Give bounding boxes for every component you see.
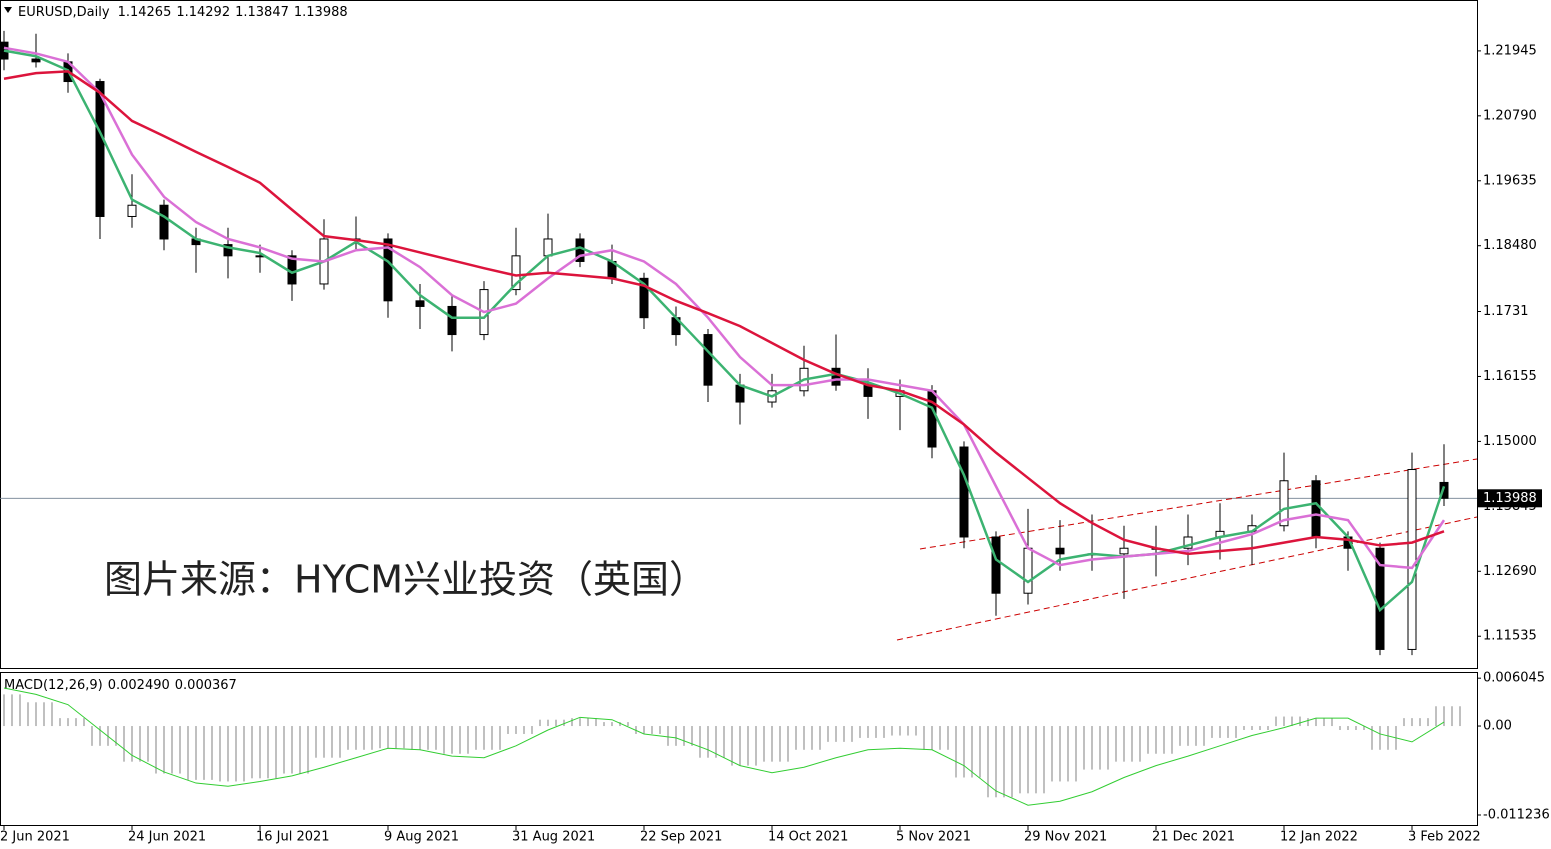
candle-body [223, 244, 233, 257]
candle-body [415, 300, 425, 307]
x-tick-label: 31 Aug 2021 [512, 830, 595, 845]
channel-line [896, 516, 1478, 641]
x-tick-label: 29 Nov 2021 [1024, 830, 1107, 845]
x-tick-label: 14 Oct 2021 [768, 830, 848, 845]
header-value: 1.14292 [176, 5, 230, 20]
header-value: 1.13847 [235, 5, 289, 20]
candle-body [1279, 480, 1289, 527]
header-value: 1.14265 [118, 5, 172, 20]
indicator-line [3, 49, 1446, 613]
x-tick-label: 24 Jun 2021 [128, 830, 206, 845]
x-tick-label: 22 Sep 2021 [640, 830, 722, 845]
x-tick-label: 21 Dec 2021 [1152, 830, 1235, 845]
x-tick-label: 5 Nov 2021 [896, 830, 971, 845]
candle-body [1439, 481, 1449, 499]
last-price-label: 1.13988 [1483, 491, 1537, 506]
symbol: EURUSD,Daily [18, 5, 110, 20]
candle-body [127, 204, 137, 217]
candle-body [1119, 547, 1129, 555]
candle-body [831, 367, 841, 386]
x-tick-label: 16 Jul 2021 [256, 830, 330, 845]
x-tick-label: 3 Feb 2022 [1408, 830, 1481, 845]
macd-frame [0, 672, 1478, 826]
y-tick-label: 1.16155 [1483, 369, 1537, 384]
watermark: 图片来源：HYCM兴业投资（英国） [104, 558, 707, 602]
channel-line [919, 458, 1478, 550]
candle-body [383, 238, 393, 302]
y-tick-label: 0.006045 [1483, 671, 1545, 686]
y-tick-label: 1.11535 [1483, 629, 1537, 644]
candle-body [927, 390, 937, 448]
header-value: 0.000367 [175, 678, 237, 693]
last-price-box [1478, 489, 1542, 508]
candle-body [1055, 547, 1065, 555]
candle-body [447, 305, 457, 336]
candle-body [703, 334, 713, 386]
macd-header: MACD(12,26,9) 0.002490 0.000367 [4, 678, 237, 693]
candle-body [959, 446, 969, 538]
price-frame [0, 0, 1478, 669]
y-tick-label: 1.12690 [1483, 564, 1537, 579]
header-value: 0.002490 [108, 678, 170, 693]
y-tick-label: 1.20790 [1483, 108, 1537, 123]
x-tick-label: 12 Jan 2022 [1280, 830, 1358, 845]
y-tick-label: 1.15000 [1483, 434, 1537, 449]
candle-body [1407, 469, 1417, 650]
candle-body [639, 277, 649, 319]
candle-body [1311, 480, 1321, 538]
candle-body [543, 238, 553, 257]
indicator-line [3, 687, 1445, 806]
candle-body [95, 81, 105, 217]
y-tick-label: 1.21945 [1483, 43, 1537, 58]
x-tick-label: 2 Jun 2021 [0, 830, 70, 845]
candle-body [1023, 547, 1033, 594]
y-tick-label: 1.18480 [1483, 238, 1537, 253]
menu-arrow[interactable] [4, 7, 12, 13]
y-tick-label: 1.1731 [1483, 304, 1529, 319]
candle-body [31, 58, 41, 63]
indicator-line [3, 46, 1446, 570]
candle-body [991, 536, 1001, 594]
candle-body [735, 384, 745, 403]
header: EURUSD,Daily 1.14265 1.14292 1.13847 1.13988 [18, 5, 348, 20]
header-value: 1.13988 [294, 5, 348, 20]
macd-title: MACD(12,26,9) [4, 678, 103, 693]
candle-body [511, 255, 521, 291]
indicator-line [3, 70, 1445, 556]
y-tick-label: 1.19635 [1483, 173, 1537, 188]
candle-body [159, 204, 169, 240]
x-tick-label: 9 Aug 2021 [384, 830, 459, 845]
candle-body [1183, 536, 1193, 549]
y-tick-label: 0.00 [1483, 719, 1512, 734]
y-tick-label: -0.011236 [1483, 807, 1550, 822]
